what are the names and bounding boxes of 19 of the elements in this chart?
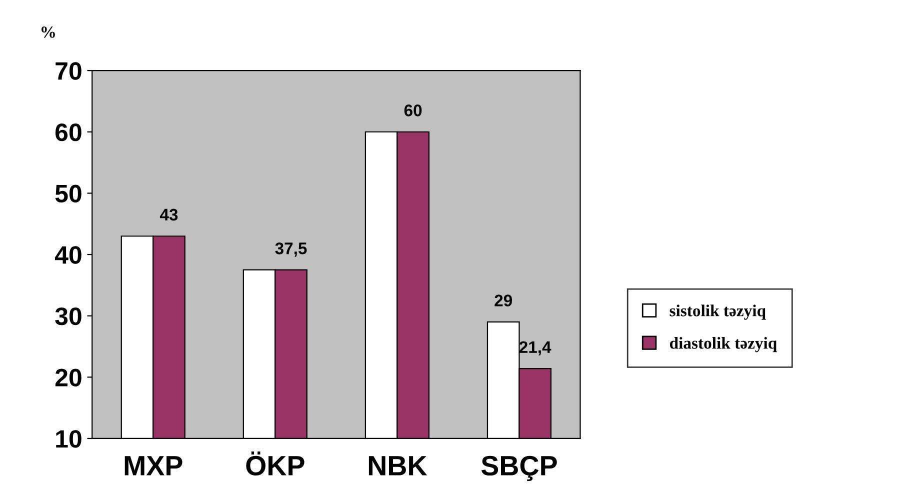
legend-label: sistolik təzyiq — [670, 304, 766, 320]
x-tick-label: NBK — [368, 456, 428, 476]
data-label: 60 — [404, 104, 422, 116]
data-label: 29 — [494, 294, 512, 306]
y-tick-label: 10 — [56, 430, 82, 448]
y-tick-label: 50 — [55, 184, 82, 203]
x-tick-label: SBÇP — [481, 456, 557, 482]
y-tick-label: 70 — [56, 62, 82, 80]
x-tick-label: ÖKP — [246, 452, 304, 476]
y-tick-label: 30 — [55, 307, 82, 326]
data-label: 21,4 — [519, 341, 552, 356]
y-tick-label: 40 — [54, 246, 82, 264]
x-tick-label: MXP — [124, 456, 182, 476]
data-label: 43 — [160, 208, 178, 221]
y-axis-title: % — [42, 26, 55, 38]
y-tick-label: 20 — [55, 368, 82, 386]
data-label: 37,5 — [275, 242, 307, 257]
legend-label: diastolik təzyiq — [670, 337, 778, 352]
y-tick-label: 60 — [55, 123, 82, 142]
